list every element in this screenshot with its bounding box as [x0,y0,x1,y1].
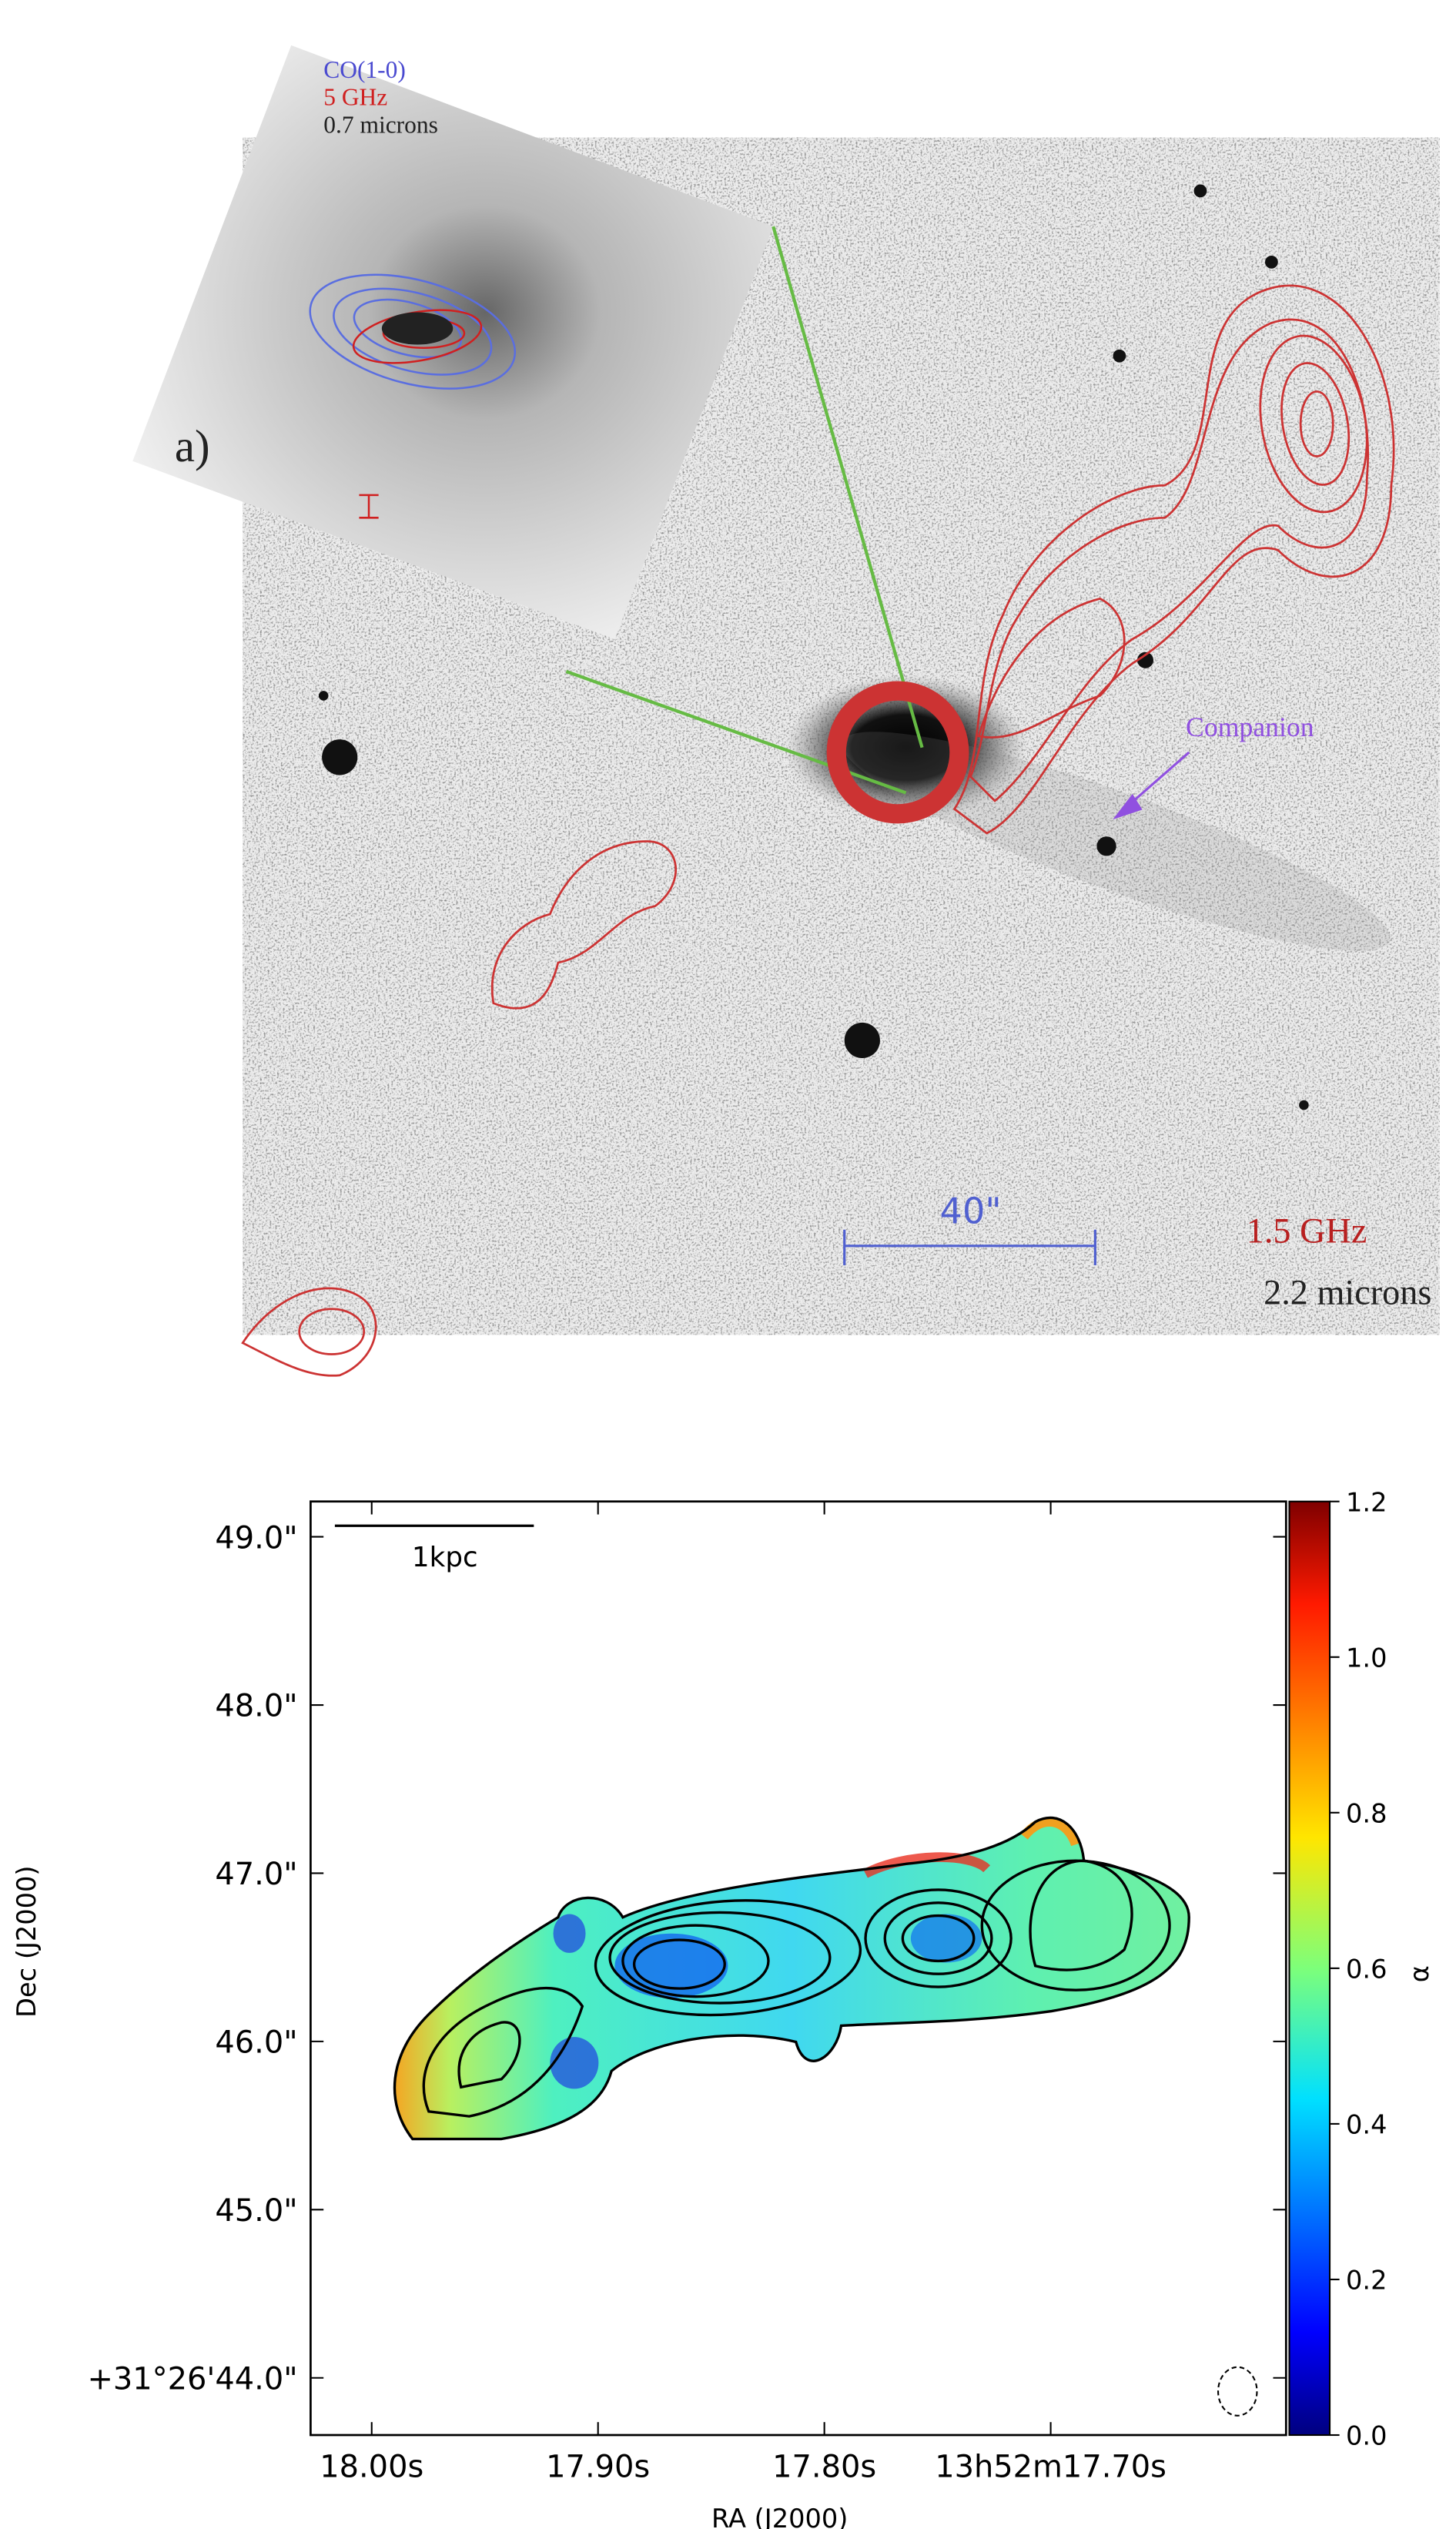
panel-label: a) [175,421,210,471]
x-tick-label: 13h52m17.70s [935,2450,1166,2485]
scale-bar-label: 40" [940,1190,1002,1231]
colorbar-tick-label: 0.8 [1346,1798,1387,1828]
y-tick-label: 47.0" [215,1857,297,1892]
inset-image [132,45,774,639]
x-tick-label: 17.90s [546,2450,650,2485]
y-axis-label: Dec (J2000) [12,1866,42,2018]
annotation: Companion [1186,712,1314,742]
plot-frame [310,1500,1287,2437]
y-tick-label: 45.0" [215,2193,297,2229]
beam [1217,2366,1258,2417]
inset-co-contours [309,273,517,390]
radio-contours [241,284,1395,1377]
inset-legend: 0.7 microns [323,111,438,138]
colorbar-tick-label: 0.2 [1346,2266,1387,2296]
inset-core [381,312,454,345]
colorbar-tick-label: 1.0 [1346,1643,1387,1673]
colorbar-tick-label: 0.4 [1346,2110,1387,2140]
panel-a: CO(1-0) 5 GHz 0.7 microns a) Companion 4… [132,45,1440,1377]
colorbar-tick-label: 0.0 [1346,2421,1387,2451]
scale-bar-a [843,1229,1096,1265]
inset-legend: 5 GHz [323,84,387,111]
stars [318,184,1309,1110]
x-tick-label: 17.80s [772,2450,876,2485]
figure-body: CO(1-0) 5 GHz 0.7 microns a) Companion 4… [12,45,1440,2529]
band-label: 1.5 GHz [1247,1211,1367,1251]
inset-legend: CO(1-0) [323,56,406,83]
contours [393,1816,1190,2141]
colorbar-label: α [1404,1965,1434,1982]
band-label: 2.2 microns [1264,1272,1431,1311]
colorbar [1288,1500,1331,2437]
colorbar-tick-label: 0.6 [1346,1954,1387,1984]
spectral-index-map [394,1817,1190,2139]
x-tick-label: 18.00s [320,2450,423,2485]
scale-bar-label: 1kpc [412,1542,478,1573]
y-tick-label: 49.0" [215,1520,297,1556]
y-tick-label: 48.0" [215,1689,297,1724]
annotation-arrow [1113,751,1190,820]
y-tick-label: 46.0" [215,2025,297,2061]
colorbar-tick-label: 1.2 [1346,1487,1387,1517]
x-axis-label: RA (J2000) [711,2504,848,2529]
y-tick-label: +31°26'44.0" [87,2361,297,2397]
panel-b: 1kpc RA (J2000) Dec (J2000) α 18.00s 17.9… [12,1487,1434,2529]
